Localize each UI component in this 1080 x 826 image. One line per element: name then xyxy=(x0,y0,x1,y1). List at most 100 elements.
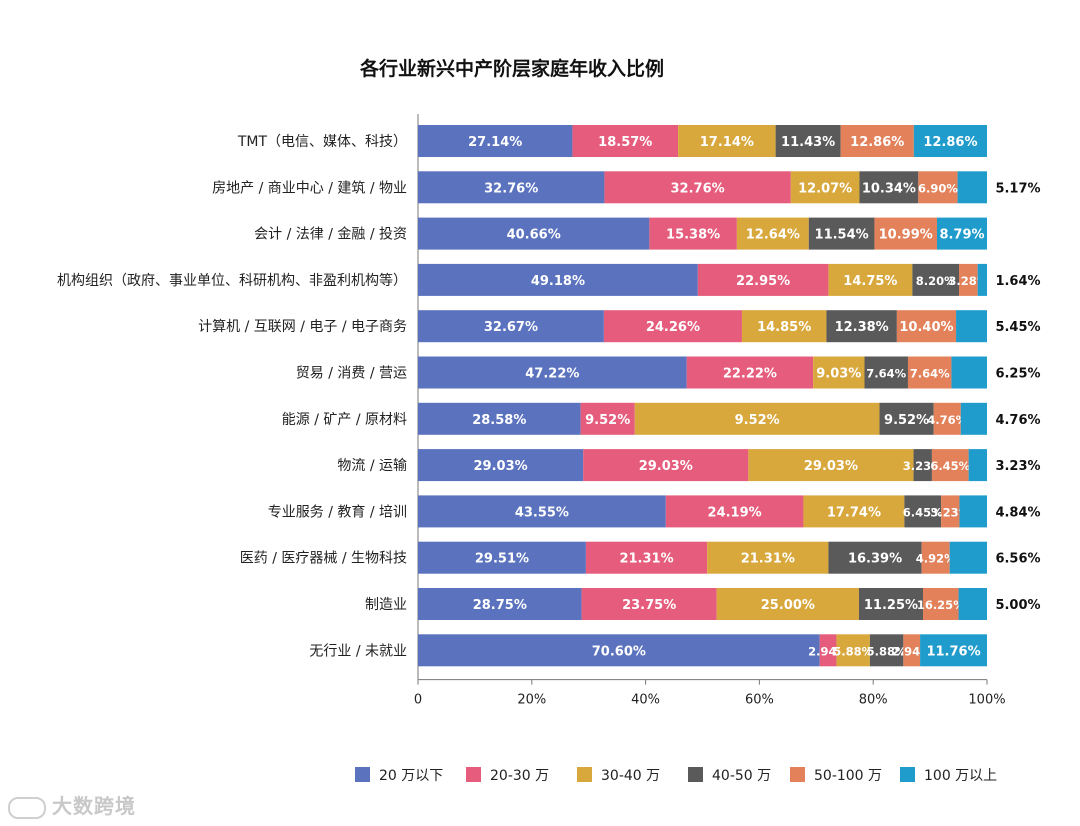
bar-segment xyxy=(949,541,987,574)
bar-segment xyxy=(903,634,921,667)
data-label: 21.31% xyxy=(741,552,795,567)
category-label: 计算机 / 互联网 / 电子 / 电子商务 xyxy=(198,319,407,335)
bar-segment xyxy=(958,588,987,620)
data-label: 29.03% xyxy=(804,459,858,474)
data-label: 11.25% xyxy=(864,598,918,613)
data-label: 12.07% xyxy=(798,181,852,196)
data-label: 15.38% xyxy=(666,228,720,243)
bar-segment xyxy=(649,217,737,250)
bar-segment xyxy=(418,356,687,389)
data-label: 1.64% xyxy=(995,274,1040,289)
data-label: 14.85% xyxy=(757,320,811,335)
bar-segment xyxy=(418,495,666,528)
data-label: 11.43% xyxy=(781,135,835,150)
legend-label: 20 万以下 xyxy=(379,768,443,784)
bar-segment xyxy=(775,125,841,157)
data-label: 9.52% xyxy=(735,413,780,428)
data-label: 24.19% xyxy=(708,505,762,520)
data-label: 22.95% xyxy=(736,274,790,289)
data-label: 14.75% xyxy=(843,274,897,289)
bar-segment xyxy=(959,495,987,528)
bar-segment xyxy=(874,217,937,250)
legend-swatch xyxy=(790,767,805,782)
data-label: 12.86% xyxy=(923,135,977,150)
x-tick-label: 60% xyxy=(745,693,774,708)
category-label: 无行业 / 未就业 xyxy=(309,643,407,659)
category-label: 专业服务 / 教育 / 培训 xyxy=(268,504,407,520)
data-label: 5.00% xyxy=(995,598,1040,613)
data-label: 32.76% xyxy=(484,181,538,196)
bar-segment xyxy=(418,588,582,620)
data-label: 10.34% xyxy=(862,181,916,196)
data-label: 40.66% xyxy=(507,228,561,243)
x-tick-label: 80% xyxy=(859,693,888,708)
bar-segment xyxy=(936,217,987,250)
x-tick-label: 0 xyxy=(414,693,422,708)
bar-segment xyxy=(583,449,749,482)
watermark: 大数跨境 xyxy=(8,790,136,819)
data-label: 6.25% xyxy=(995,367,1040,382)
data-label: 28.58% xyxy=(472,413,526,428)
bar-segment xyxy=(922,588,959,620)
bar-segment xyxy=(581,588,717,620)
data-label: 10.99% xyxy=(879,228,933,243)
data-label: 29.51% xyxy=(475,552,529,567)
data-label: 24.26% xyxy=(646,320,700,335)
legend-label: 20-30 万 xyxy=(490,768,549,784)
bar-segment xyxy=(918,171,958,204)
bar-segment xyxy=(826,310,897,343)
data-label: 12.38% xyxy=(835,320,889,335)
bar-segment xyxy=(678,125,776,157)
bar-segment xyxy=(968,449,987,482)
data-label: 11.54% xyxy=(815,228,869,243)
bar-segment xyxy=(418,125,573,157)
bar-segment xyxy=(913,125,987,157)
data-label: 4.84% xyxy=(995,505,1040,520)
data-label: 9.52% xyxy=(884,413,929,428)
legend-label: 100 万以上 xyxy=(924,768,997,784)
category-label: 制造业 xyxy=(365,597,407,613)
bar-segment xyxy=(572,125,679,157)
data-label: 5.17% xyxy=(995,181,1040,196)
bar-segment xyxy=(977,263,987,296)
bar-segment xyxy=(585,541,708,574)
legend-swatch xyxy=(355,767,370,782)
data-label: 18.57% xyxy=(598,135,652,150)
data-label: 3.23% xyxy=(995,459,1040,474)
data-label: 5.45% xyxy=(995,320,1040,335)
legend-swatch xyxy=(688,767,703,782)
bar-segment xyxy=(716,588,859,620)
legend-swatch xyxy=(900,767,915,782)
bar-segment xyxy=(913,449,932,482)
data-label: 9.52% xyxy=(585,413,630,428)
data-label: 32.76% xyxy=(671,181,725,196)
bar-segment xyxy=(603,310,742,343)
bar-segment xyxy=(808,217,875,250)
x-tick-label: 40% xyxy=(631,693,660,708)
bar-segment xyxy=(813,356,865,389)
data-label: 16.25% xyxy=(917,598,965,612)
watermark-logo-icon xyxy=(8,796,46,819)
data-label: 8.20% xyxy=(916,274,956,288)
legend-label: 40-50 万 xyxy=(712,768,771,784)
data-label: 49.18% xyxy=(531,274,585,289)
data-label: 16.39% xyxy=(848,552,902,567)
category-label: TMT（电信、媒体、科技） xyxy=(237,134,407,150)
data-label: 4.76% xyxy=(995,413,1040,428)
data-label: 8.79% xyxy=(939,228,984,243)
watermark-text: 大数跨境 xyxy=(52,794,136,818)
bar-segment xyxy=(931,449,969,482)
data-label: 6.90% xyxy=(918,181,958,195)
bar-segment xyxy=(418,217,650,250)
bar-segment xyxy=(836,634,870,667)
data-label: 10.40% xyxy=(899,320,953,335)
data-label: 4.76% xyxy=(927,413,967,427)
bar-segment xyxy=(864,356,908,389)
data-label: 5.88% xyxy=(867,644,907,658)
data-label: 17.74% xyxy=(827,505,881,520)
bar-segment xyxy=(736,217,809,250)
data-label: 6.56% xyxy=(995,552,1040,567)
bar-segment xyxy=(941,495,960,528)
bar-segment xyxy=(921,541,950,574)
